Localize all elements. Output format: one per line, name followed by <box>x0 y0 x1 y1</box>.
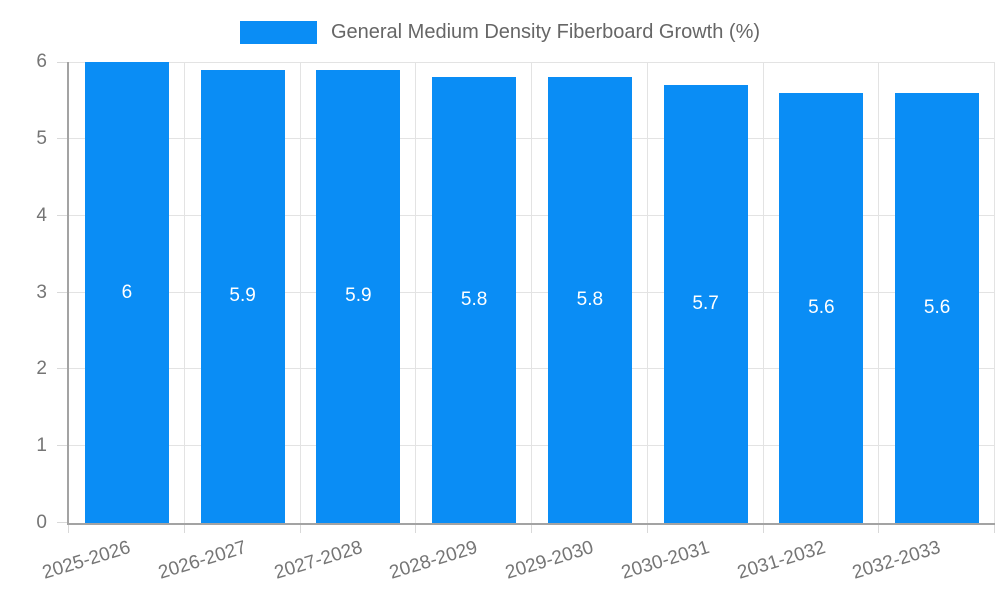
bar[interactable] <box>200 69 285 523</box>
y-axis-tick <box>57 214 67 216</box>
bar-value-label: 5.6 <box>808 296 835 318</box>
gridline-vertical <box>994 62 995 523</box>
gridline-vertical <box>415 62 417 523</box>
bar[interactable] <box>316 69 401 523</box>
plot-area: 0 1 2 3 4 5 6 6 2025-2026 5.9 2026-2027 5.9 2027-202… <box>36 51 995 584</box>
gridline-vertical <box>878 62 880 523</box>
gridline-horizontal <box>69 291 995 293</box>
gridline-horizontal <box>69 137 995 139</box>
y-axis-tick <box>57 62 67 63</box>
gridline-horizontal <box>69 445 995 447</box>
gridline-vertical <box>299 62 301 523</box>
gridline-vertical <box>531 62 532 523</box>
x-tick-label-text: 2027-2028 <box>271 537 365 584</box>
y-tick-label: 5 <box>36 127 47 149</box>
bar[interactable] <box>432 77 517 523</box>
x-tick-label-text: 2031-2032 <box>734 537 828 584</box>
x-axis-tick <box>183 525 185 533</box>
bar[interactable] <box>84 62 169 523</box>
chart-legend[interactable]: General Medium Density Fiberboard Growth… <box>0 20 1000 44</box>
y-axis-tick <box>57 137 67 139</box>
y-tick-label: 1 <box>36 435 47 457</box>
bar[interactable] <box>663 85 748 523</box>
y-tick-label: 3 <box>36 281 47 303</box>
gridline-horizontal <box>69 62 995 63</box>
gridline-vertical <box>646 62 648 523</box>
gridline-horizontal <box>69 214 995 216</box>
y-axis-tick <box>57 445 67 447</box>
y-tick-label: 6 <box>36 51 47 72</box>
x-axis-tick <box>415 525 417 533</box>
bar-value-label: 5.8 <box>576 289 604 311</box>
bar-value-label: 5.9 <box>345 285 372 307</box>
x-tick-label-text: 2030-2031 <box>618 537 712 584</box>
x-axis-tick <box>646 525 648 533</box>
x-axis-tick <box>531 525 532 533</box>
x-tick-label-text: 2032-2033 <box>850 537 944 584</box>
x-tick-label-text: 2026-2027 <box>155 537 249 584</box>
bar[interactable] <box>547 77 632 523</box>
bar-value-label: 5.9 <box>229 285 256 307</box>
bar-value-label: 6 <box>121 281 133 303</box>
x-axis-tick <box>68 525 69 533</box>
gridline-horizontal <box>69 368 995 370</box>
bar-value-label: 5.8 <box>460 289 488 311</box>
bar[interactable] <box>779 92 864 523</box>
y-axis-tick <box>57 368 67 370</box>
x-axis-tick <box>762 525 764 533</box>
bar-value-label: 5.6 <box>923 296 951 318</box>
legend-swatch <box>239 20 317 44</box>
y-axis-tick <box>57 291 67 293</box>
x-axis-tick <box>994 525 995 533</box>
legend-label: General Medium Density Fiberboard Growth… <box>330 21 761 43</box>
bar[interactable] <box>895 92 980 523</box>
gridline-vertical <box>762 62 764 523</box>
gridline-vertical <box>183 62 185 523</box>
y-axis-tick <box>57 522 67 523</box>
x-tick-label-text: 2028-2029 <box>387 537 481 584</box>
bar-value-label: 5.7 <box>692 293 719 315</box>
x-tick-label-text: 2025-2026 <box>39 537 134 584</box>
y-tick-label: 4 <box>36 204 47 226</box>
x-axis-tick <box>878 525 880 533</box>
y-tick-label: 2 <box>36 358 47 380</box>
x-tick-label-text: 2029-2030 <box>502 537 597 584</box>
x-axis-tick <box>299 525 301 533</box>
y-tick-label: 0 <box>36 512 47 533</box>
